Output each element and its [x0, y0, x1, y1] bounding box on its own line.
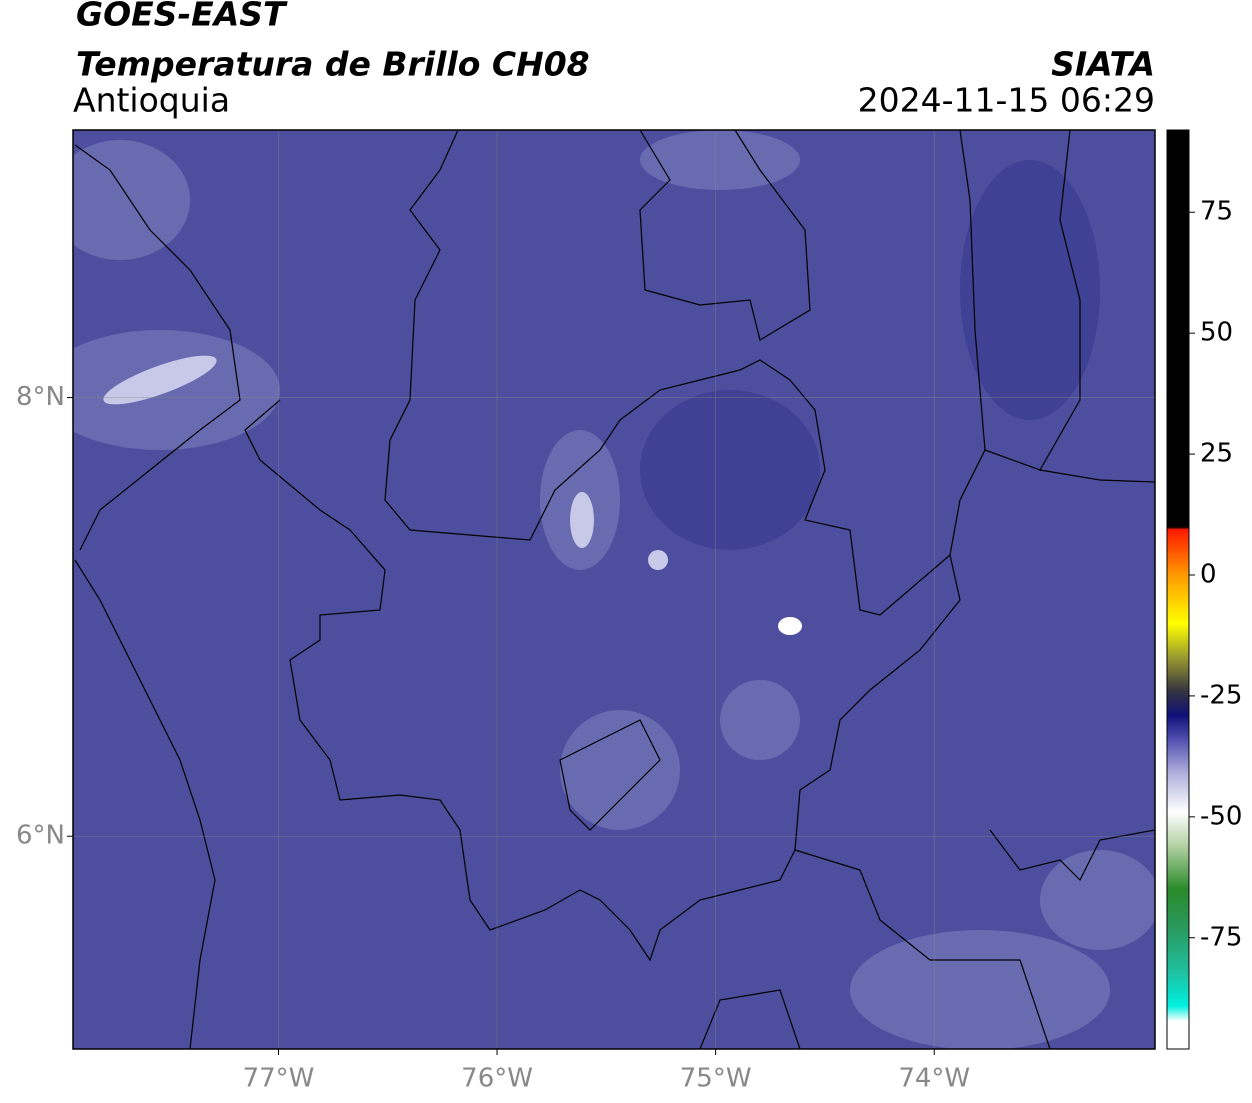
colorbar-tick-label: 0: [1200, 559, 1217, 589]
field-bright: [103, 355, 802, 635]
y-tick-label: 8°N: [16, 382, 65, 412]
colorbar-tick-label: 75: [1200, 197, 1233, 227]
region: Antioquia: [73, 81, 230, 120]
x-tick-label: 77°W: [243, 1064, 315, 1094]
colorbar-tick-label: -50: [1200, 801, 1242, 831]
field-light: [73, 130, 1155, 1049]
colorbar-tick-label: -75: [1200, 922, 1242, 952]
field-dark: [640, 160, 1100, 550]
colorbar-tick-label: -25: [1200, 680, 1242, 710]
grid: [73, 130, 1155, 1049]
title-line1: GOES-EAST: [76, 0, 288, 34]
agency: SIATA: [1051, 45, 1155, 84]
x-tick-label: 74°W: [898, 1064, 970, 1094]
x-tick-label: 75°W: [680, 1064, 752, 1094]
colorbar: [1166, 129, 1190, 1050]
coastline: [74, 144, 241, 1049]
map-frame: [72, 129, 1156, 1050]
timestamp: 2024-11-15 06:29: [858, 81, 1155, 120]
colorbar-tick-label: 50: [1200, 318, 1233, 348]
boundary: [989, 469, 1155, 882]
y-tick-label: 6°N: [16, 821, 65, 851]
map-area: [73, 130, 1155, 1049]
x-tick-label: 76°W: [461, 1064, 533, 1094]
boundary: [384, 130, 1081, 1049]
title: Temperatura de Brillo CH08: [76, 45, 590, 84]
colorbar-tick-label: 25: [1200, 439, 1233, 469]
boundary: [244, 359, 961, 962]
